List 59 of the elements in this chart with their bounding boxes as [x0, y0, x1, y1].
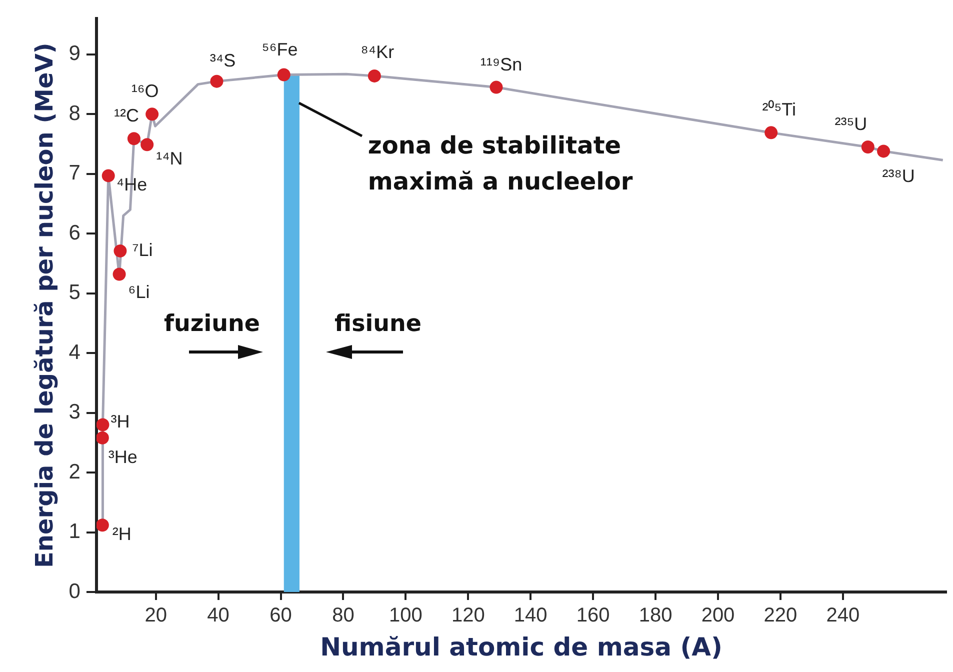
- annotation: ²H: [112, 524, 132, 544]
- point: [112, 268, 126, 281]
- y-tick-label: 2: [68, 460, 80, 484]
- x-tick-label: 180: [638, 604, 672, 627]
- annotation: ¹⁴N: [156, 148, 183, 169]
- point: [368, 69, 381, 82]
- annotation: ⁴He: [116, 174, 148, 195]
- annotation: ¹²C: [114, 106, 139, 126]
- y-tick-label: 7: [68, 162, 80, 185]
- annotation: ¹¹⁹Sn: [480, 54, 522, 74]
- point: [877, 144, 890, 158]
- y-tick-label: 9: [68, 42, 80, 66]
- point: [210, 74, 224, 88]
- annotation: ⁷Li: [132, 240, 153, 260]
- annotation: ⁸⁴Kr: [360, 42, 394, 62]
- annotation: ⁶Li: [128, 282, 150, 302]
- point: [127, 132, 140, 146]
- x-tick-label: 80: [332, 604, 354, 627]
- point: [96, 431, 109, 444]
- y-tick-label: 1: [68, 520, 80, 544]
- y-tick-label: 6: [68, 221, 80, 244]
- x-tick-label: 60: [270, 604, 292, 627]
- point: [861, 140, 874, 154]
- x-tick-label: 220: [764, 604, 798, 627]
- point: [102, 169, 115, 182]
- point: [96, 518, 109, 532]
- y-tick-label: 0: [68, 580, 80, 603]
- annotation: ²⁰⁵Ti: [762, 100, 796, 120]
- x-tick-label: 120: [451, 604, 485, 627]
- x-tick-label: 20: [144, 604, 167, 627]
- point: [96, 418, 110, 432]
- annotation: ³H: [110, 412, 130, 432]
- x-axis-title: Numărul atomic de masa (A): [320, 632, 722, 662]
- annotation: ²³⁸U: [882, 166, 915, 186]
- annotation: zona de stabilitate maximă a nucleelor: [368, 131, 633, 196]
- x-tick-label: 40: [207, 604, 230, 627]
- annotation: fuziune: [164, 310, 260, 337]
- point: [764, 126, 778, 140]
- annotation: ³He: [108, 446, 138, 467]
- point: [146, 108, 159, 121]
- y-axis-title: Energia de legătură per nucleon (MeV): [30, 42, 59, 568]
- point: [140, 138, 154, 152]
- y-tick-label: 8: [68, 102, 80, 125]
- annotation: ³⁴S: [210, 50, 236, 70]
- x-tick-label: 160: [576, 604, 610, 627]
- point: [490, 80, 503, 94]
- x-tick-label: 240: [826, 604, 860, 627]
- point: [114, 244, 127, 258]
- x-tick-label: 140: [514, 604, 548, 627]
- y-tick-label: 3: [68, 400, 80, 424]
- point: [277, 68, 290, 82]
- annotation: ¹⁶O: [131, 81, 159, 102]
- x-tick-label: 200: [701, 604, 735, 627]
- y-tick-label: 4: [68, 340, 81, 364]
- annotation: fisiune: [334, 310, 422, 337]
- annotation: ⁵⁶Fe: [262, 40, 298, 60]
- annotation: ²³⁵U: [834, 114, 868, 134]
- y-tick-label: 5: [68, 281, 80, 304]
- x-tick-label: 100: [388, 604, 422, 627]
